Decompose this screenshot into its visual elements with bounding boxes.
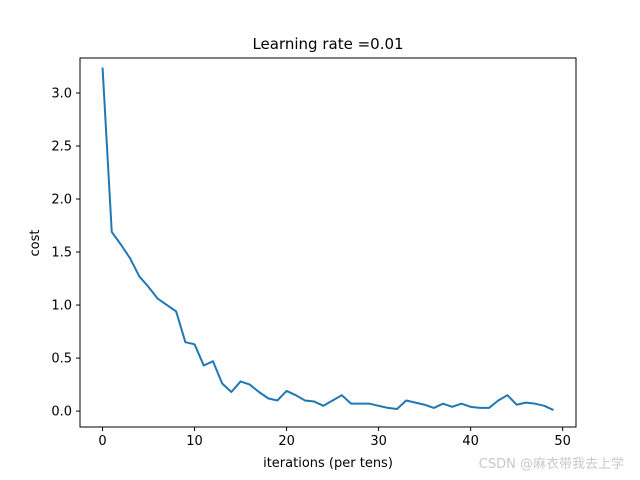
x-tick-label: 10 [186, 434, 203, 449]
x-tick-label: 20 [278, 434, 295, 449]
cost-line [101, 67, 554, 411]
x-axis-label: iterations (per tens) [263, 456, 393, 471]
x-tick-label: 40 [462, 434, 479, 449]
x-tick-label: 50 [554, 434, 571, 449]
x-tick-label: 0 [98, 434, 106, 449]
x-axis: 0 10 20 30 40 50 [98, 427, 571, 449]
watermark-text: CSDN @麻衣带我去上学 [479, 456, 624, 472]
y-tick-label: 2.0 [51, 193, 72, 208]
y-tick-label: 0.5 [51, 352, 72, 367]
y-tick-label: 3.0 [51, 86, 72, 101]
y-axis: 0.0 0.5 1.0 1.5 2.0 2.5 3.0 [51, 86, 80, 420]
y-tick-label: 1.5 [51, 246, 72, 261]
y-tick-label: 2.5 [51, 140, 72, 155]
y-tick-label: 0.0 [51, 405, 72, 420]
x-tick-label: 30 [370, 434, 387, 449]
y-tick-label: 1.0 [51, 299, 72, 314]
y-axis-label: cost [28, 230, 43, 257]
plot-area: 0 10 20 30 40 50 0.0 0.5 1.0 1.5 2.0 2.5 3.0 [51, 57, 577, 449]
plot-frame [79, 57, 577, 428]
chart-title: Learning rate =0.01 [252, 35, 403, 53]
